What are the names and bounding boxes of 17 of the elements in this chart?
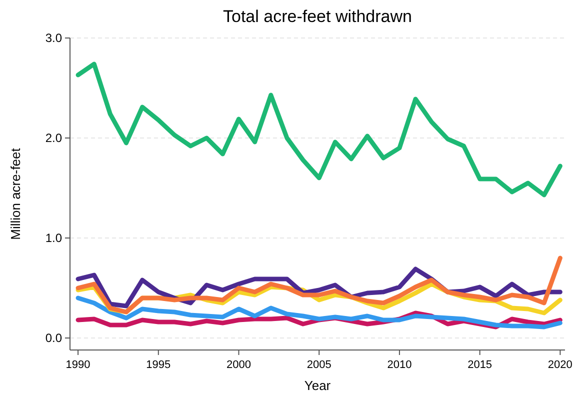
y-tick-label: 2.0 [45, 131, 62, 146]
x-tick-label: 1990 [66, 359, 90, 371]
x-tick-label: 2000 [226, 359, 251, 371]
y-tick-label: 0.0 [45, 331, 62, 346]
line-series [76, 62, 562, 198]
x-tick-label: 2010 [387, 359, 412, 371]
line-series [76, 296, 562, 330]
y-tick-label: 3.0 [45, 31, 62, 46]
x-tick-label: 2015 [468, 359, 492, 371]
x-tick-label: 2005 [306, 359, 332, 371]
line-series [76, 256, 562, 314]
y-tick-label: 1.0 [45, 231, 62, 246]
chart-title: Total acre-feet withdrawn [223, 7, 412, 26]
x-tick-label: 2020 [548, 359, 572, 371]
x-axis-title: Year [304, 378, 332, 393]
y-axis-title: Million acre-feet [8, 148, 23, 240]
x-tick-label: 1995 [146, 359, 171, 371]
